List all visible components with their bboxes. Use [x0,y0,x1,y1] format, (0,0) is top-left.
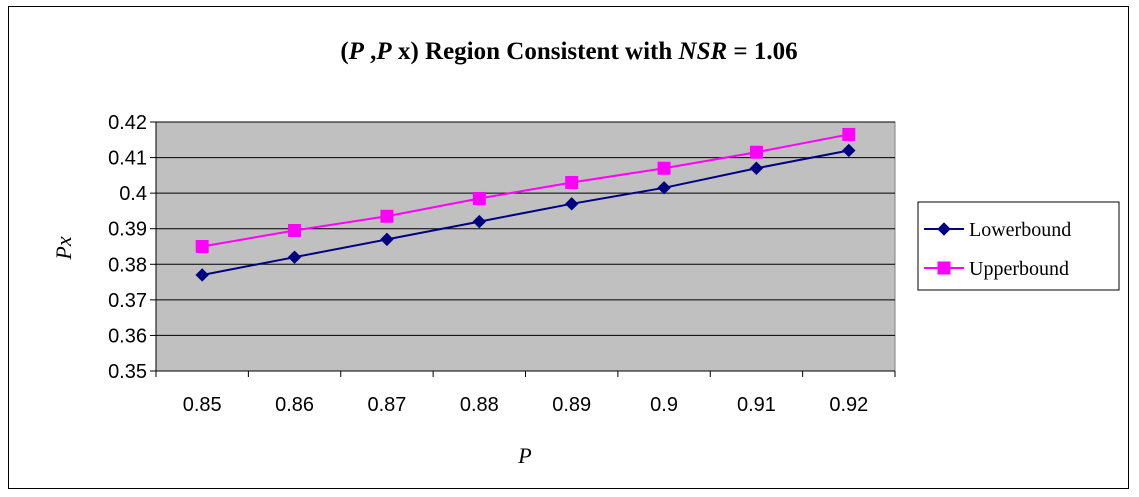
title-p-italic: P [348,38,365,65]
title-px-italic: P [375,38,392,65]
y-axis-title: Px [51,236,76,260]
data-point-upperbound [381,210,393,222]
x-tick-labels: 0.85 0.86 0.87 0.88 0.89 0.9 0.91 0.92 [183,394,869,416]
x-tick-label: 0.89 [552,394,591,416]
legend-marker-upperbound [938,262,950,274]
x-tick-label: 0.88 [460,394,499,416]
legend: Lowerbound Upperbound [918,202,1119,290]
data-point-upperbound [658,162,670,174]
y-tick-label: 0.41 [108,148,147,170]
x-tick-label: 0.91 [737,394,776,416]
title-comma: , [364,38,377,65]
y-tick-label: 0.4 [119,183,147,205]
data-point-upperbound [750,146,762,158]
x-tick-label: 0.87 [367,394,406,416]
chart-title: (P ,P x) Region Consistent with NSR = 1.… [340,38,797,65]
legend-label-upperbound: Upperbound [969,258,1069,280]
y-tick-label: 0.38 [108,254,147,276]
x-tick-label: 0.9 [650,394,678,416]
plot-area [156,122,895,371]
y-tick-label: 0.37 [108,290,147,312]
y-tick-label: 0.39 [108,219,147,241]
x-tick-label: 0.85 [183,394,222,416]
line-chart: (P ,P x) Region Consistent with NSR = 1.… [9,7,1130,490]
y-tick-label: 0.42 [108,112,147,134]
data-point-upperbound [473,192,485,204]
chart-frame: (P ,P x) Region Consistent with NSR = 1.… [8,6,1129,489]
legend-label-lowerbound: Lowerbound [969,219,1071,241]
x-axis-title: P [517,443,531,468]
title-value: = 1.06 [727,38,798,65]
title-nsr-italic: NSR [678,38,728,65]
title-open-paren: ( [340,38,348,65]
data-point-upperbound [566,176,578,188]
title-x: x [392,38,411,65]
x-tick-label: 0.92 [829,394,868,416]
y-tick-label: 0.35 [108,361,147,383]
x-tick-label: 0.86 [275,394,314,416]
data-point-upperbound [196,241,208,253]
y-tick-label: 0.36 [108,325,147,347]
data-point-upperbound [843,128,855,140]
title-middle: ) Region Consistent with [410,38,678,65]
y-tick-labels: 0.35 0.36 0.37 0.38 0.39 0.4 0.41 0.42 [108,112,147,383]
data-point-upperbound [289,224,301,236]
